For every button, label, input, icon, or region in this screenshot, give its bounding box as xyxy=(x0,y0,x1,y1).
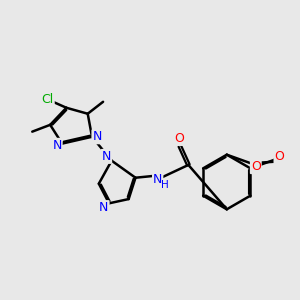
Text: O: O xyxy=(251,160,261,173)
Text: O: O xyxy=(274,150,284,163)
Text: O: O xyxy=(174,132,184,145)
Text: H: H xyxy=(160,180,168,190)
Text: N: N xyxy=(92,130,102,143)
Text: N: N xyxy=(99,201,109,214)
Text: N: N xyxy=(102,150,111,163)
Text: Cl: Cl xyxy=(41,93,54,106)
Text: N: N xyxy=(52,139,62,152)
Text: N: N xyxy=(153,173,162,186)
